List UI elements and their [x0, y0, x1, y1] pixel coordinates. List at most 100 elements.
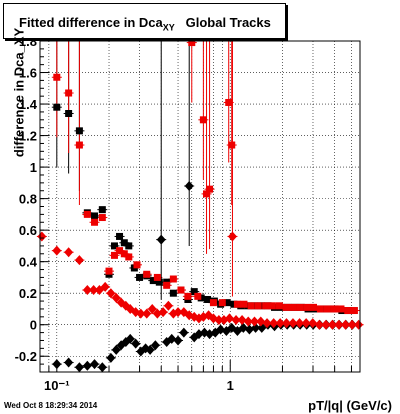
diamond-marker	[238, 322, 248, 333]
diamond-marker	[74, 255, 84, 266]
y-tick-label: 0.8	[19, 192, 37, 207]
diamond-marker	[179, 327, 189, 338]
square-marker	[53, 103, 61, 111]
diamond-marker	[125, 333, 135, 344]
square-marker	[163, 281, 171, 289]
y-tick-label: 0.2	[19, 286, 37, 301]
diamond-marker	[74, 362, 84, 373]
square-marker	[206, 185, 214, 193]
axes: -0.200.20.40.60.811.21.41.61.810⁻¹ 1	[15, 34, 352, 393]
diamond-marker	[145, 344, 155, 355]
diamond-marker	[214, 314, 224, 325]
y-tick-label: 1.2	[19, 129, 37, 144]
diamond-marker	[243, 316, 253, 327]
square-marker	[116, 232, 124, 240]
square-marker	[133, 261, 141, 269]
diamond-marker	[131, 338, 141, 349]
diamond-marker	[167, 333, 177, 344]
square-marker	[194, 292, 202, 300]
square-marker	[190, 288, 198, 296]
diamond-marker	[244, 324, 254, 335]
square-marker	[233, 300, 241, 308]
diamond-marker	[150, 340, 160, 351]
square-marker	[136, 273, 144, 281]
diamond-marker	[147, 303, 157, 314]
square-marker	[91, 212, 99, 220]
diamond-marker	[121, 300, 131, 311]
title-box: Fitted difference in DcaXY Global Tracks	[3, 3, 286, 39]
square-marker	[240, 300, 248, 308]
diamond-marker	[52, 245, 62, 256]
diamond-marker	[90, 359, 100, 370]
square-marker	[169, 275, 177, 283]
x-tick-label: 1	[227, 378, 234, 393]
square-marker	[275, 302, 283, 310]
diamond-marker	[37, 231, 47, 242]
square-marker	[204, 295, 212, 303]
y-tick-label: 0.6	[19, 223, 37, 238]
square-marker	[98, 206, 106, 214]
title-suffix: Global Tracks	[185, 15, 271, 30]
diamond-marker	[106, 352, 116, 363]
square-marker	[223, 299, 231, 307]
diamond-marker	[321, 319, 331, 330]
square-marker	[296, 303, 304, 311]
y-tick-label: -0.2	[15, 349, 37, 364]
diamond-marker	[334, 319, 344, 330]
diamond-marker	[341, 319, 351, 330]
square-marker	[268, 302, 276, 310]
square-marker	[110, 251, 118, 259]
diamond-marker	[295, 318, 305, 329]
square-marker	[199, 116, 207, 124]
diamond-marker	[327, 319, 337, 330]
square-marker	[155, 278, 163, 286]
square-marker	[262, 302, 270, 310]
square-marker	[282, 303, 290, 311]
diamond-marker	[142, 308, 152, 319]
diamond-marker	[121, 337, 131, 348]
y-tick-label: 1.4	[19, 97, 38, 112]
diamond-marker	[256, 316, 266, 327]
square-marker	[344, 307, 352, 315]
diamond-marker	[158, 307, 168, 318]
square-marker	[323, 305, 331, 313]
diamond-marker	[89, 285, 99, 296]
square-marker	[337, 305, 345, 313]
square-marker	[254, 302, 262, 310]
square-marker	[316, 305, 324, 313]
diamond-marker	[227, 231, 237, 242]
square-marker	[289, 303, 297, 311]
square-marker	[149, 277, 157, 285]
diamond-marker	[231, 314, 241, 325]
square-marker	[53, 73, 61, 81]
diamond-marker	[301, 318, 311, 329]
square-marker	[309, 303, 317, 311]
diamond-marker	[347, 319, 357, 330]
diamond-marker	[275, 318, 285, 329]
square-marker	[83, 210, 91, 218]
diamond-marker	[173, 307, 183, 318]
diamond-marker	[224, 313, 234, 324]
square-marker	[330, 305, 338, 313]
diamond-marker	[173, 335, 183, 346]
diamond-marker	[281, 318, 291, 329]
diamond-marker	[156, 234, 166, 245]
x-axis-label: pT/|q| (GeV/c)	[308, 398, 392, 413]
square-marker	[105, 267, 113, 275]
diamond-marker	[249, 316, 259, 327]
square-marker	[303, 303, 311, 311]
square-marker	[230, 300, 238, 308]
square-marker	[184, 292, 192, 300]
square-marker	[209, 299, 217, 307]
square-marker	[225, 98, 233, 106]
square-marker	[91, 218, 99, 226]
square-marker	[75, 141, 83, 149]
diamond-marker	[262, 318, 272, 329]
square-marker	[143, 270, 151, 278]
square-marker	[125, 242, 133, 250]
x-tick-label: 10⁻¹	[44, 378, 70, 393]
diamond-marker	[106, 288, 116, 299]
diamond-marker	[354, 319, 364, 330]
square-marker	[244, 302, 252, 310]
square-marker	[350, 307, 358, 315]
